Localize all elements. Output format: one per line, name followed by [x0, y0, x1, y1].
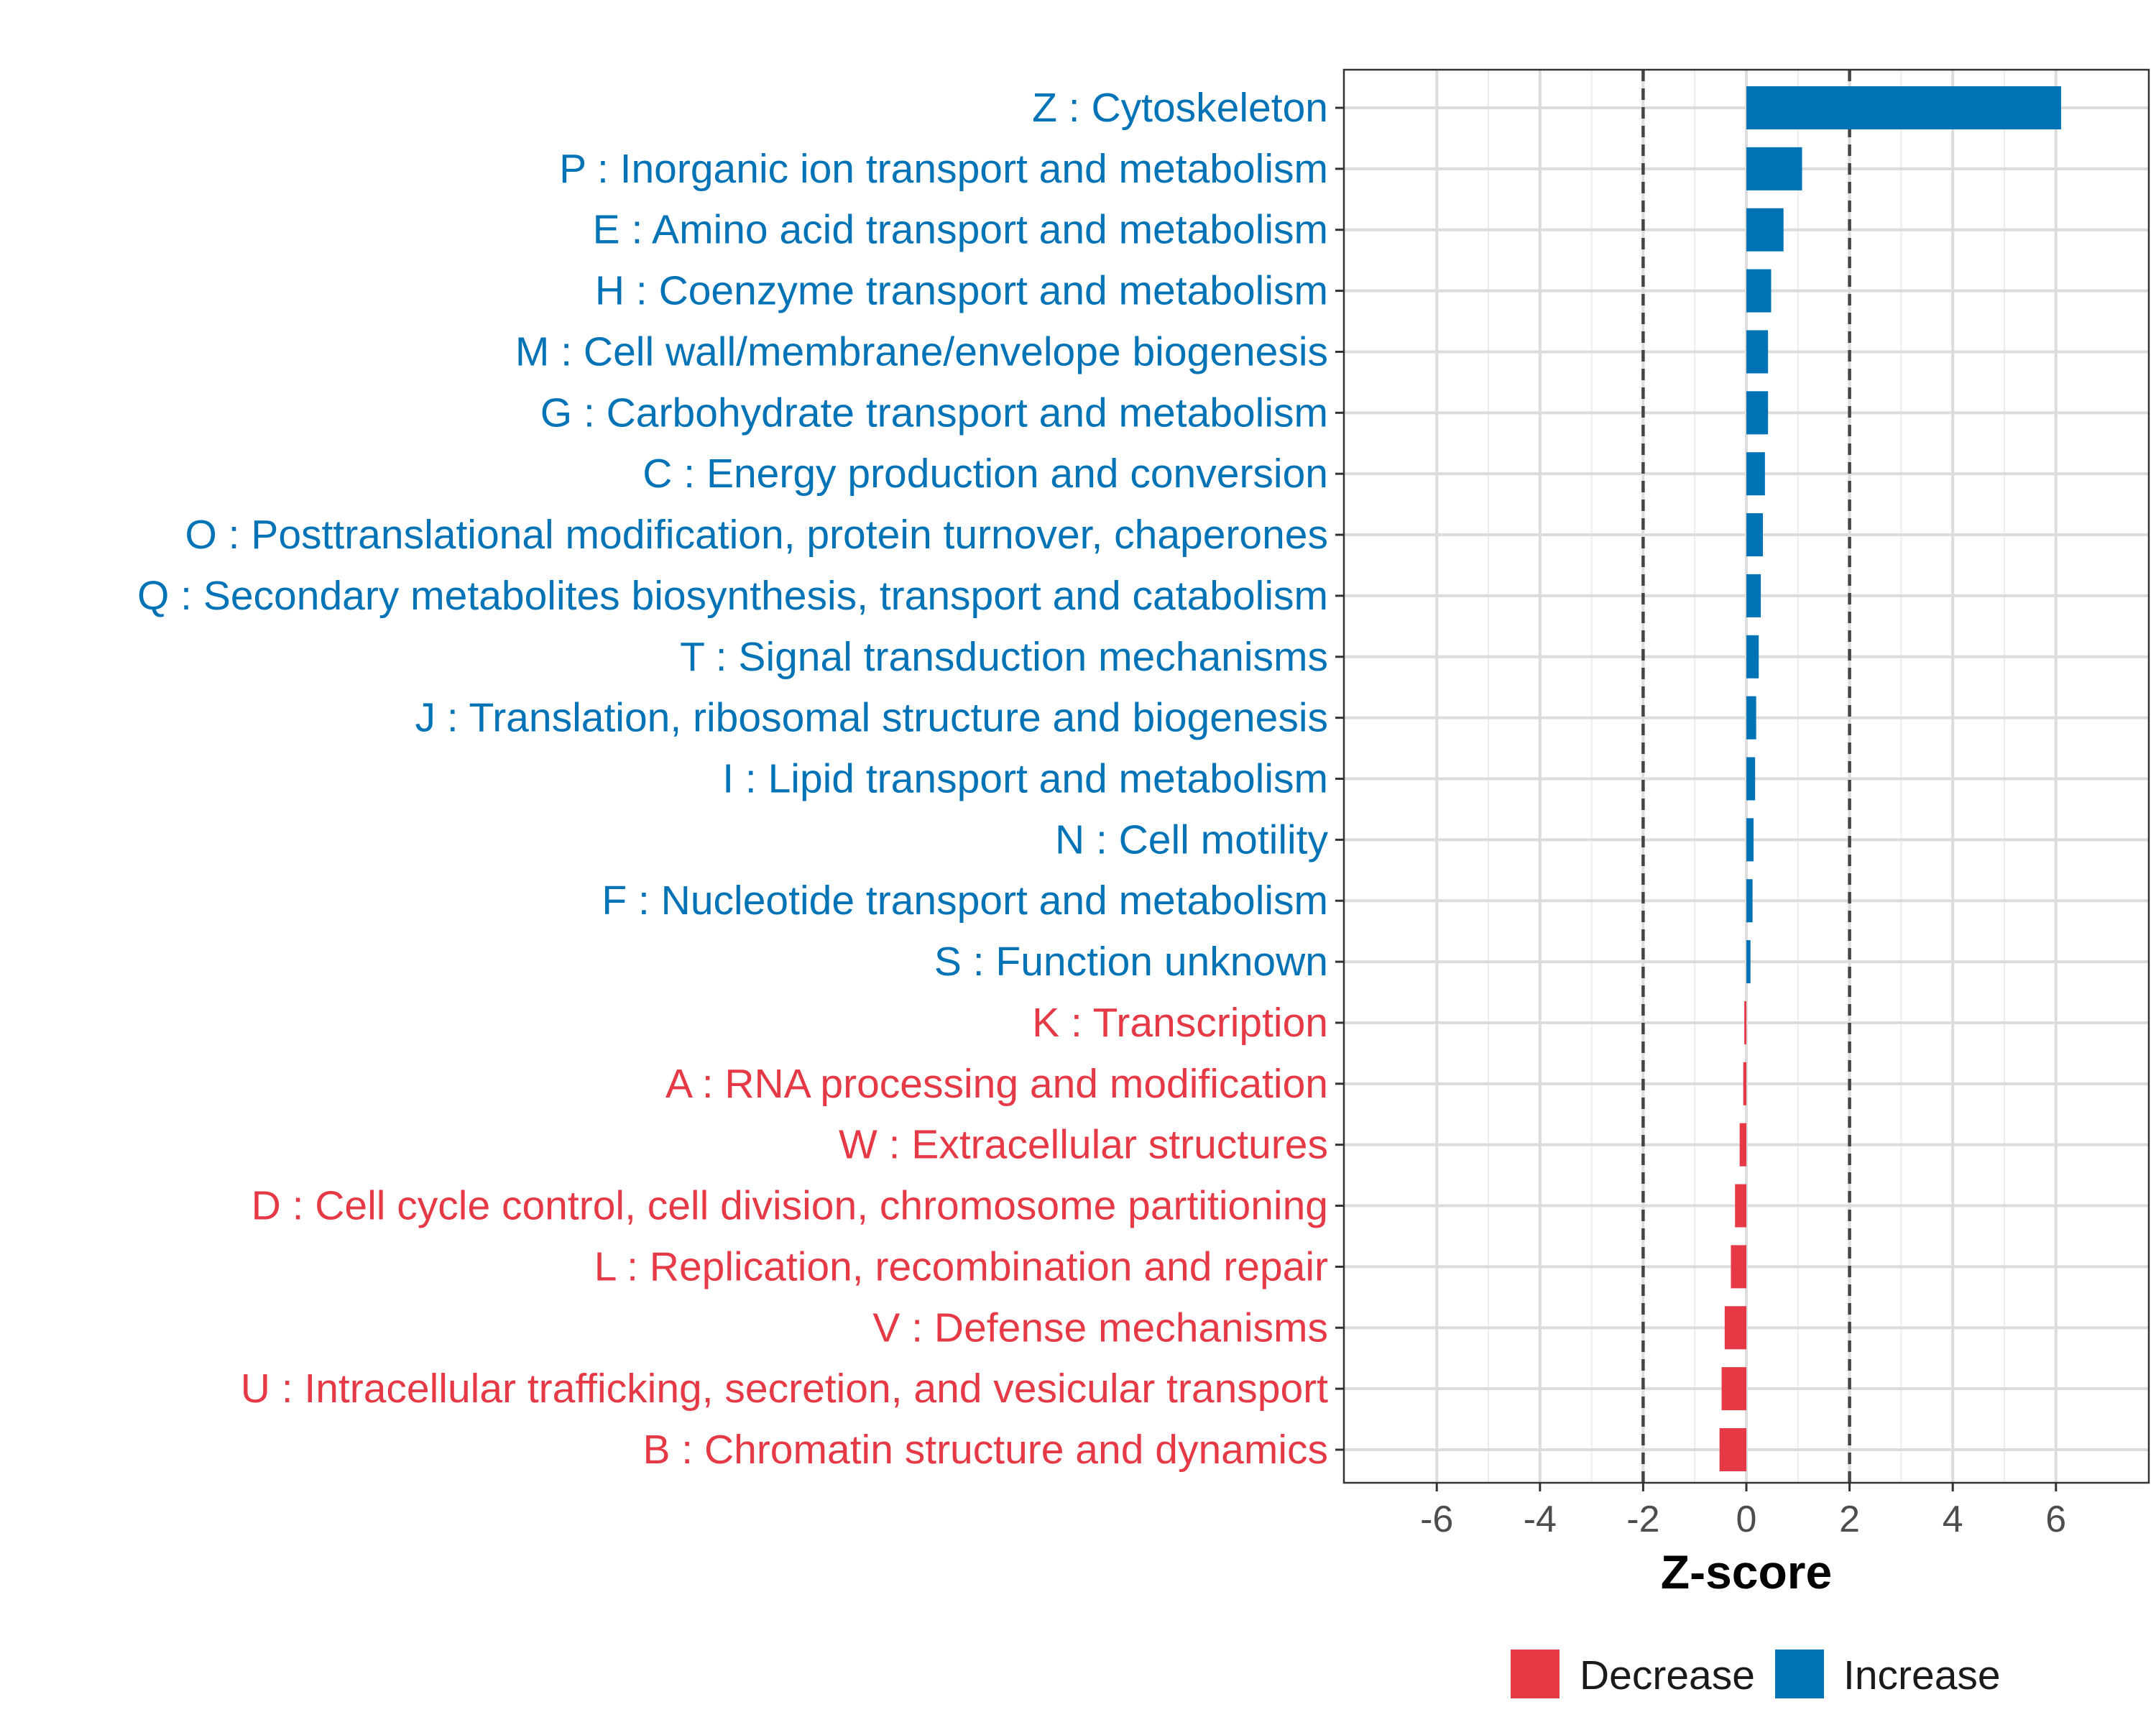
bar — [1746, 86, 2061, 129]
category-label: A : RNA processing and modification — [665, 1061, 1328, 1107]
bar — [1746, 818, 1754, 862]
bar — [1746, 147, 1802, 190]
category-label: Z : Cytoskeleton — [1032, 85, 1328, 131]
bar — [1746, 635, 1759, 678]
legend-label-decrease: Decrease — [1580, 1652, 1755, 1698]
bar — [1746, 940, 1751, 984]
bar — [1746, 269, 1772, 313]
x-tick-label: 0 — [1736, 1499, 1757, 1540]
bar — [1746, 513, 1763, 557]
bar — [1739, 1123, 1746, 1167]
bars — [1719, 86, 2061, 1471]
category-label: Q : Secondary metabolites biosynthesis, … — [137, 573, 1328, 619]
x-tick-label: -6 — [1420, 1499, 1453, 1540]
bar — [1746, 330, 1769, 374]
category-label: C : Energy production and conversion — [642, 451, 1328, 497]
legend: Decrease Increase — [1511, 1650, 2001, 1698]
x-tick-label: 2 — [1839, 1499, 1860, 1540]
category-label: O : Posttranslational modification, prot… — [185, 512, 1328, 558]
legend-swatch-decrease — [1511, 1650, 1560, 1698]
bar — [1746, 879, 1753, 923]
bar — [1721, 1367, 1746, 1411]
category-label: U : Intracellular trafficking, secretion… — [241, 1366, 1328, 1412]
category-label: D : Cell cycle control, cell division, c… — [252, 1183, 1328, 1229]
category-label: F : Nucleotide transport and metabolism — [602, 878, 1328, 924]
category-labels: Z : Cytoskeleton P : Inorganic ion transp… — [137, 85, 1329, 1473]
reference-lines — [1641, 70, 1851, 1483]
category-label: E : Amino acid transport and metabolism — [593, 207, 1328, 253]
bar — [1746, 208, 1784, 252]
category-label: G : Carbohydrate transport and metabolis… — [540, 390, 1328, 436]
x-axis-ticks — [1435, 1483, 2058, 1491]
x-tick-label: 6 — [2045, 1499, 2066, 1540]
bar — [1746, 696, 1756, 740]
bar — [1746, 452, 1765, 496]
category-label: K : Transcription — [1032, 1000, 1328, 1046]
category-label: P : Inorganic ion transport and metaboli… — [559, 146, 1328, 192]
y-axis-ticks — [1335, 106, 1344, 1451]
category-label: V : Defense mechanisms — [872, 1305, 1328, 1351]
bar — [1744, 1000, 1746, 1044]
category-label: I : Lipid transport and metabolism — [722, 756, 1328, 802]
bar — [1719, 1428, 1746, 1471]
bar — [1746, 757, 1756, 801]
bar — [1735, 1184, 1746, 1228]
category-label: T : Signal transduction mechanisms — [680, 634, 1328, 680]
bar — [1724, 1306, 1746, 1350]
category-label: J : Translation, ribosomal structure and… — [415, 695, 1328, 741]
category-label: B : Chromatin structure and dynamics — [642, 1427, 1328, 1473]
x-tick-label: 4 — [1943, 1499, 1963, 1540]
bar — [1743, 1062, 1746, 1105]
category-label: H : Coenzyme transport and metabolism — [595, 268, 1328, 314]
x-tick-label: -2 — [1626, 1499, 1659, 1540]
category-label: L : Replication, recombination and repai… — [594, 1243, 1328, 1289]
category-label: W : Extracellular structures — [839, 1122, 1328, 1168]
bar — [1746, 574, 1761, 617]
category-label: N : Cell motility — [1055, 816, 1329, 862]
x-tick-label: -4 — [1524, 1499, 1557, 1540]
bar — [1731, 1245, 1746, 1289]
category-label: S : Function unknown — [934, 939, 1328, 985]
legend-swatch-increase — [1775, 1650, 1824, 1698]
x-tick-labels: -6 -4 -2 0 2 4 6 — [1420, 1499, 2066, 1540]
legend-label-increase: Increase — [1843, 1652, 2001, 1698]
x-axis-title: Z-score — [1661, 1545, 1832, 1598]
category-label: M : Cell wall/membrane/envelope biogenes… — [515, 328, 1328, 374]
bar — [1746, 391, 1769, 435]
